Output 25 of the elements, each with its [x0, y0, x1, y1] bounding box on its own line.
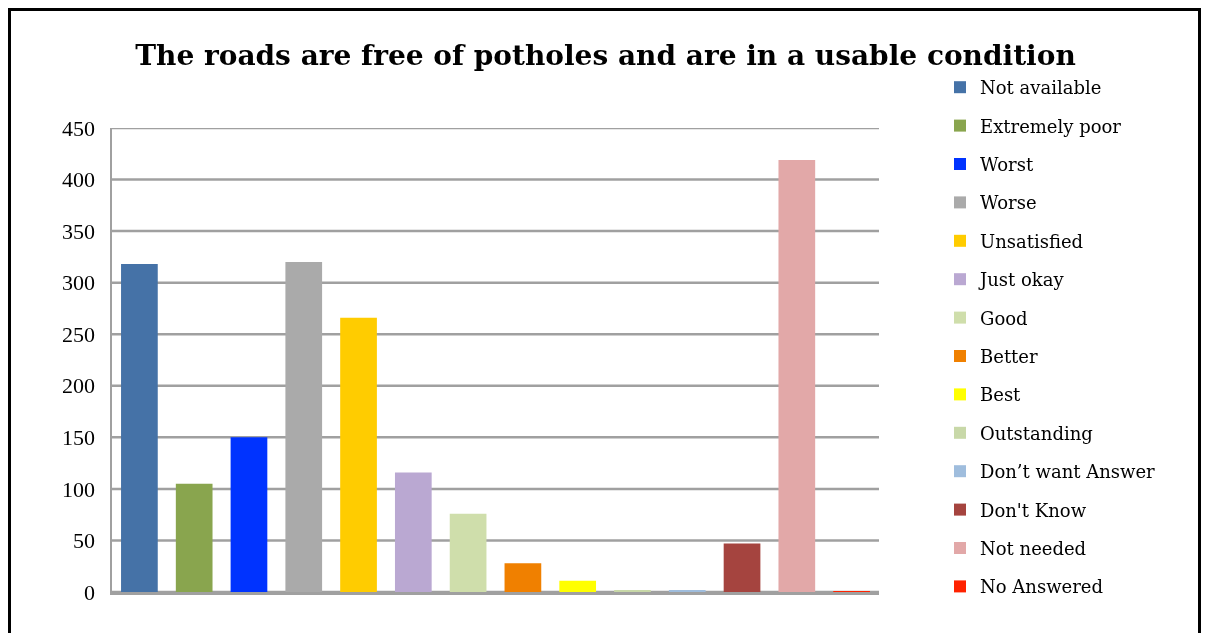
legend-label: Outstanding: [980, 422, 1093, 444]
legend-label: Good: [980, 307, 1028, 329]
y-tick-label: 450: [62, 115, 96, 141]
y-tick-label: 200: [62, 373, 96, 399]
legend-label: Worst: [980, 154, 1034, 176]
legend-label: Best: [980, 384, 1022, 406]
legend-label: Just okay: [978, 269, 1065, 291]
y-tick-label: 300: [62, 270, 96, 296]
legend-label: Worse: [980, 192, 1037, 214]
legend-label: Extremely poor: [980, 115, 1122, 137]
legend-label: Not available: [980, 77, 1102, 99]
legend-label: Don't Know: [980, 499, 1087, 521]
y-tick-label: 350: [62, 218, 96, 244]
legend-label: No Answered: [980, 576, 1103, 598]
y-tick-label: 250: [62, 321, 96, 347]
y-tick-label: 50: [73, 528, 96, 554]
legend-label: Unsatisfied: [980, 230, 1084, 252]
y-tick-label: 150: [62, 425, 96, 451]
y-tick-label: 400: [62, 167, 96, 193]
chart-title: The roads are free of potholes and are in a usable condition: [135, 38, 1076, 72]
legend-label: Better: [980, 346, 1038, 368]
legend-label: Not needed: [980, 538, 1087, 560]
y-tick-label: 0: [84, 579, 96, 605]
y-tick-label: 100: [62, 476, 96, 502]
legend-label: Don’t want Answer: [980, 461, 1156, 483]
